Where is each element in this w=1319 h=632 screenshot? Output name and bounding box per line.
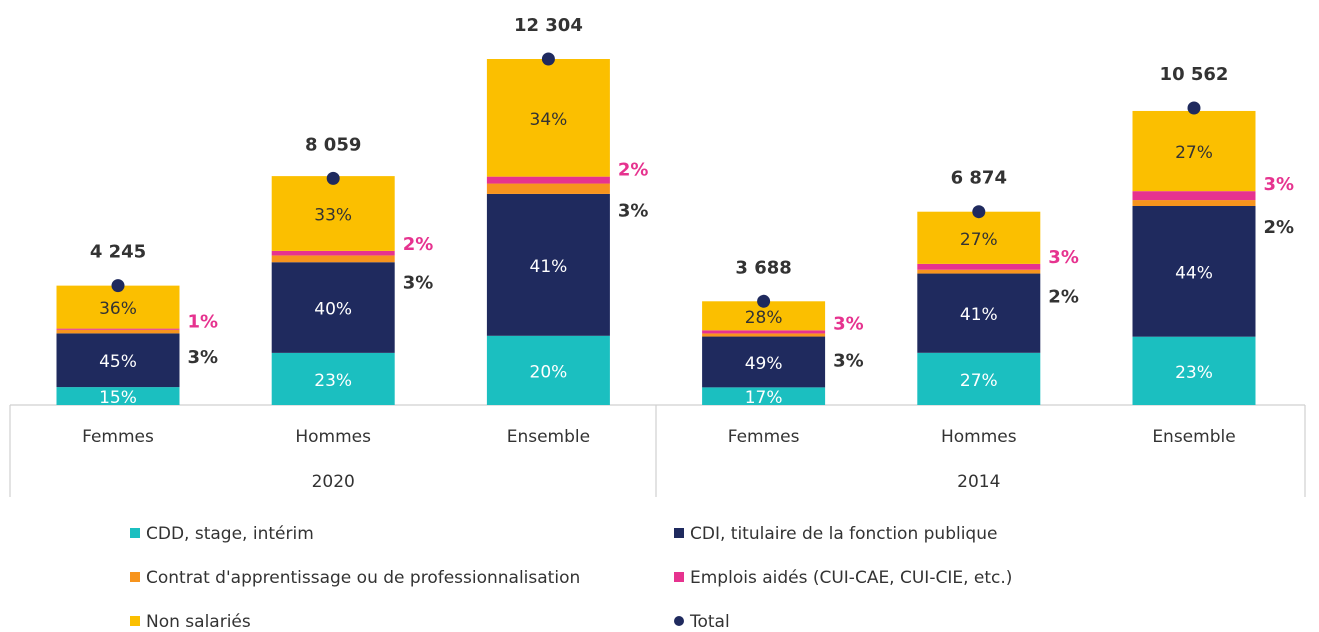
total-label: 4 245 xyxy=(90,242,146,263)
data-label: 3% xyxy=(833,350,864,371)
bar-segment xyxy=(917,352,1041,405)
data-label: 44% xyxy=(1175,263,1213,283)
data-label: 2% xyxy=(1048,287,1079,308)
data-label: 20% xyxy=(530,362,568,382)
x-tick-label: Femmes xyxy=(82,427,154,447)
data-label: 15% xyxy=(99,388,137,408)
data-label: 40% xyxy=(314,300,352,320)
data-label: 3% xyxy=(188,347,219,368)
total-label: 3 688 xyxy=(735,257,791,278)
legend-swatch xyxy=(130,572,140,582)
bar-segment xyxy=(486,335,610,405)
bar-segment xyxy=(56,387,180,405)
total-label: 10 562 xyxy=(1160,64,1229,85)
bar-segment xyxy=(271,255,395,263)
bar-segment xyxy=(702,336,826,388)
data-label: 41% xyxy=(530,257,568,277)
bar-segment xyxy=(486,193,610,336)
data-label: 27% xyxy=(960,230,998,250)
data-label: 41% xyxy=(960,305,998,325)
legend-swatch xyxy=(130,616,140,626)
legend-label: CDI, titulaire de la fonction publique xyxy=(690,524,997,544)
data-label: 3% xyxy=(618,201,649,222)
bar-segment xyxy=(486,176,610,184)
bar-segment xyxy=(917,273,1041,353)
data-label: 2% xyxy=(1264,217,1295,238)
bar-segment xyxy=(486,183,610,194)
bar-segment xyxy=(917,269,1041,274)
total-marker xyxy=(326,171,340,185)
total-marker xyxy=(541,52,555,66)
bar-segment xyxy=(1132,110,1256,192)
legend-marker xyxy=(674,616,684,626)
total-marker xyxy=(1187,101,1201,115)
legend-label: Emplois aidés (CUI-CAE, CUI-CIE, etc.) xyxy=(690,568,1012,588)
x-tick-label: Ensemble xyxy=(1152,427,1235,447)
bar-segment xyxy=(56,285,180,329)
data-label: 45% xyxy=(99,352,137,372)
bar-segment xyxy=(56,328,180,330)
bar-segment xyxy=(1132,336,1256,405)
legend-swatch xyxy=(130,528,140,538)
bar-segment xyxy=(271,352,395,405)
bar-segment xyxy=(917,211,1041,264)
data-label: 36% xyxy=(99,299,137,319)
group-label: 2014 xyxy=(957,472,1000,492)
total-marker xyxy=(972,205,986,219)
legend-label: CDD, stage, intérim xyxy=(146,524,314,544)
data-label: 28% xyxy=(745,308,783,328)
data-label: 33% xyxy=(314,206,352,226)
data-label: 34% xyxy=(530,110,568,130)
total-marker xyxy=(111,279,125,293)
data-label: 49% xyxy=(745,354,783,374)
x-tick-label: Hommes xyxy=(941,427,1017,447)
x-tick-label: Ensemble xyxy=(507,427,590,447)
bar-segment xyxy=(56,333,180,388)
data-label: 3% xyxy=(1264,174,1295,195)
data-label: 2% xyxy=(618,160,649,181)
bar-segment xyxy=(702,330,826,334)
bar-segment xyxy=(702,387,826,405)
legend-label: Total xyxy=(689,612,730,632)
bar-segment xyxy=(702,333,826,337)
x-tick-label: Hommes xyxy=(295,427,371,447)
bar-segment xyxy=(271,250,395,256)
data-label: 2% xyxy=(403,234,434,255)
total-label: 8 059 xyxy=(305,134,361,155)
legend-swatch xyxy=(674,528,684,538)
bar-segment xyxy=(1132,191,1256,201)
total-label: 6 874 xyxy=(951,168,1007,189)
data-label: 27% xyxy=(1175,143,1213,163)
bar-segment xyxy=(1132,206,1256,337)
bar-segment xyxy=(1132,200,1256,207)
legend-label: Contrat d'apprentissage ou de profession… xyxy=(146,568,580,588)
data-label: 3% xyxy=(1048,247,1079,268)
data-label: 27% xyxy=(960,371,998,391)
bar-segment xyxy=(917,263,1041,270)
x-tick-label: Femmes xyxy=(728,427,800,447)
group-label: 2020 xyxy=(312,472,355,492)
total-label: 12 304 xyxy=(514,15,583,36)
bar-segment xyxy=(486,59,610,177)
data-label: 23% xyxy=(1175,363,1213,383)
data-label: 3% xyxy=(833,313,864,334)
bar-segment xyxy=(56,329,180,334)
data-label: 1% xyxy=(188,312,219,333)
legend-label: Non salariés xyxy=(146,612,251,632)
data-label: 17% xyxy=(745,388,783,408)
legend-swatch xyxy=(674,572,684,582)
bar-segment xyxy=(271,262,395,353)
data-label: 3% xyxy=(403,272,434,293)
data-label: 23% xyxy=(314,371,352,391)
bar-segment xyxy=(271,176,395,251)
total-marker xyxy=(757,294,771,308)
